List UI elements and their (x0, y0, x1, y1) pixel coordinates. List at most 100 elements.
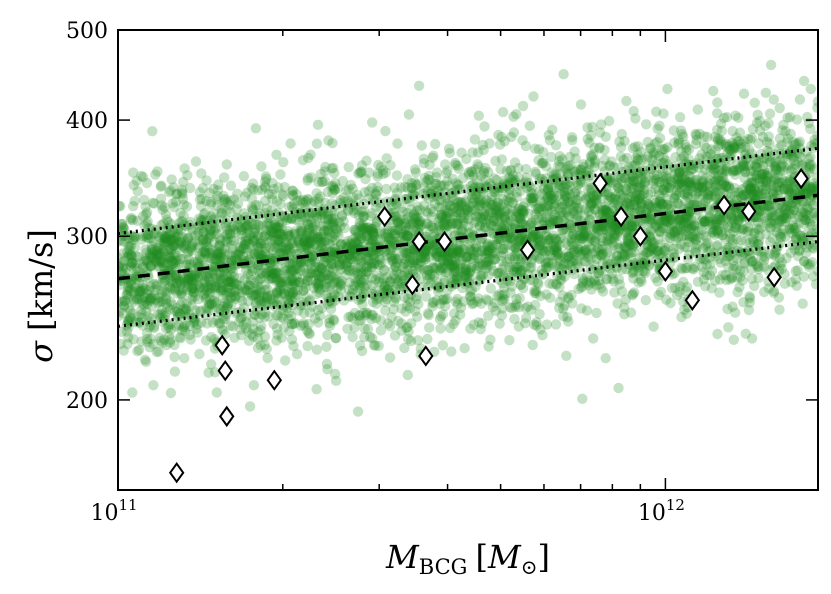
sim-point (137, 171, 149, 183)
sim-point (475, 324, 486, 335)
sim-point (583, 184, 594, 195)
sim-point (397, 206, 408, 217)
sim-point (654, 133, 666, 144)
sim-point (145, 233, 157, 244)
sim-point (529, 143, 541, 154)
sim-point (390, 261, 401, 273)
sim-point (579, 245, 591, 256)
sim-point (637, 190, 648, 201)
sim-point (373, 159, 384, 171)
sim-point (270, 267, 282, 279)
sim-point (175, 288, 187, 300)
sim-point (274, 277, 285, 288)
sim-point (753, 236, 765, 247)
sim-point (479, 121, 490, 132)
sim-point (518, 208, 529, 219)
sim-point (630, 220, 641, 231)
sim-point (165, 296, 176, 307)
sim-point (330, 332, 341, 344)
sim-point (609, 221, 620, 232)
sim-point (616, 286, 628, 297)
sim-point (734, 247, 746, 258)
sim-point (789, 204, 800, 216)
sim-point (731, 207, 742, 218)
sim-point (789, 244, 801, 255)
sim-point (747, 123, 759, 135)
sim-point (298, 262, 309, 273)
sim-point (399, 217, 410, 229)
sim-point (673, 243, 684, 255)
sim-point (154, 332, 166, 343)
sim-point (201, 271, 213, 282)
sim-point (178, 303, 189, 315)
sim-point (248, 184, 259, 195)
sim-point (749, 97, 760, 109)
sim-point (571, 176, 582, 188)
sim-point (706, 283, 717, 294)
sim-point (465, 295, 477, 306)
sim-point (263, 188, 274, 200)
sim-point (624, 204, 636, 215)
sim-point (408, 247, 419, 258)
sim-point (208, 236, 220, 248)
sim-point (157, 277, 168, 289)
sim-point (640, 267, 651, 279)
sim-point (128, 201, 139, 212)
sim-point (264, 242, 275, 253)
sim-point (306, 231, 318, 242)
sim-point (740, 150, 751, 161)
sim-point (595, 249, 607, 261)
sim-point (361, 262, 373, 273)
sim-point (139, 283, 150, 294)
sim-point (636, 168, 647, 180)
sim-point (773, 143, 784, 154)
sim-point (612, 238, 623, 250)
sim-point (600, 353, 611, 364)
sim-point (368, 249, 379, 260)
sim-point (632, 182, 643, 193)
sim-point (791, 280, 802, 291)
sim-point (724, 228, 736, 239)
sim-point (604, 234, 616, 245)
sim-point (765, 59, 777, 71)
sim-point (214, 233, 225, 244)
sim-point (366, 182, 378, 194)
sim-point (221, 205, 232, 216)
sim-point (276, 223, 287, 234)
sim-point (523, 208, 534, 219)
sim-point (330, 333, 342, 344)
sim-point (452, 160, 463, 171)
sim-point (304, 328, 315, 340)
sim-point (684, 177, 695, 189)
sim-point (749, 237, 760, 249)
sim-point (349, 322, 360, 333)
sim-point (139, 284, 151, 295)
sim-point (402, 259, 414, 270)
sim-point (443, 220, 454, 232)
sim-point (448, 268, 459, 279)
sim-point (290, 292, 301, 303)
sim-point (259, 331, 271, 342)
sim-point (155, 296, 166, 307)
sim-point (788, 152, 799, 163)
sim-point (715, 138, 727, 150)
sim-point (240, 239, 252, 250)
sim-point (639, 179, 650, 190)
sim-point (733, 164, 744, 175)
sim-point (268, 318, 279, 330)
sim-point (350, 232, 361, 243)
sim-point (623, 177, 634, 188)
sim-point (176, 278, 187, 290)
sim-point (497, 106, 509, 118)
sim-point (139, 354, 151, 365)
sim-point (621, 95, 632, 107)
sim-point (633, 277, 644, 288)
sim-point (343, 161, 354, 173)
sim-point (370, 340, 381, 351)
sim-point (615, 151, 626, 162)
sim-point (142, 257, 153, 268)
sim-point (604, 213, 615, 225)
sim-point (414, 246, 425, 258)
sim-point (512, 262, 523, 273)
sim-point (628, 246, 639, 257)
